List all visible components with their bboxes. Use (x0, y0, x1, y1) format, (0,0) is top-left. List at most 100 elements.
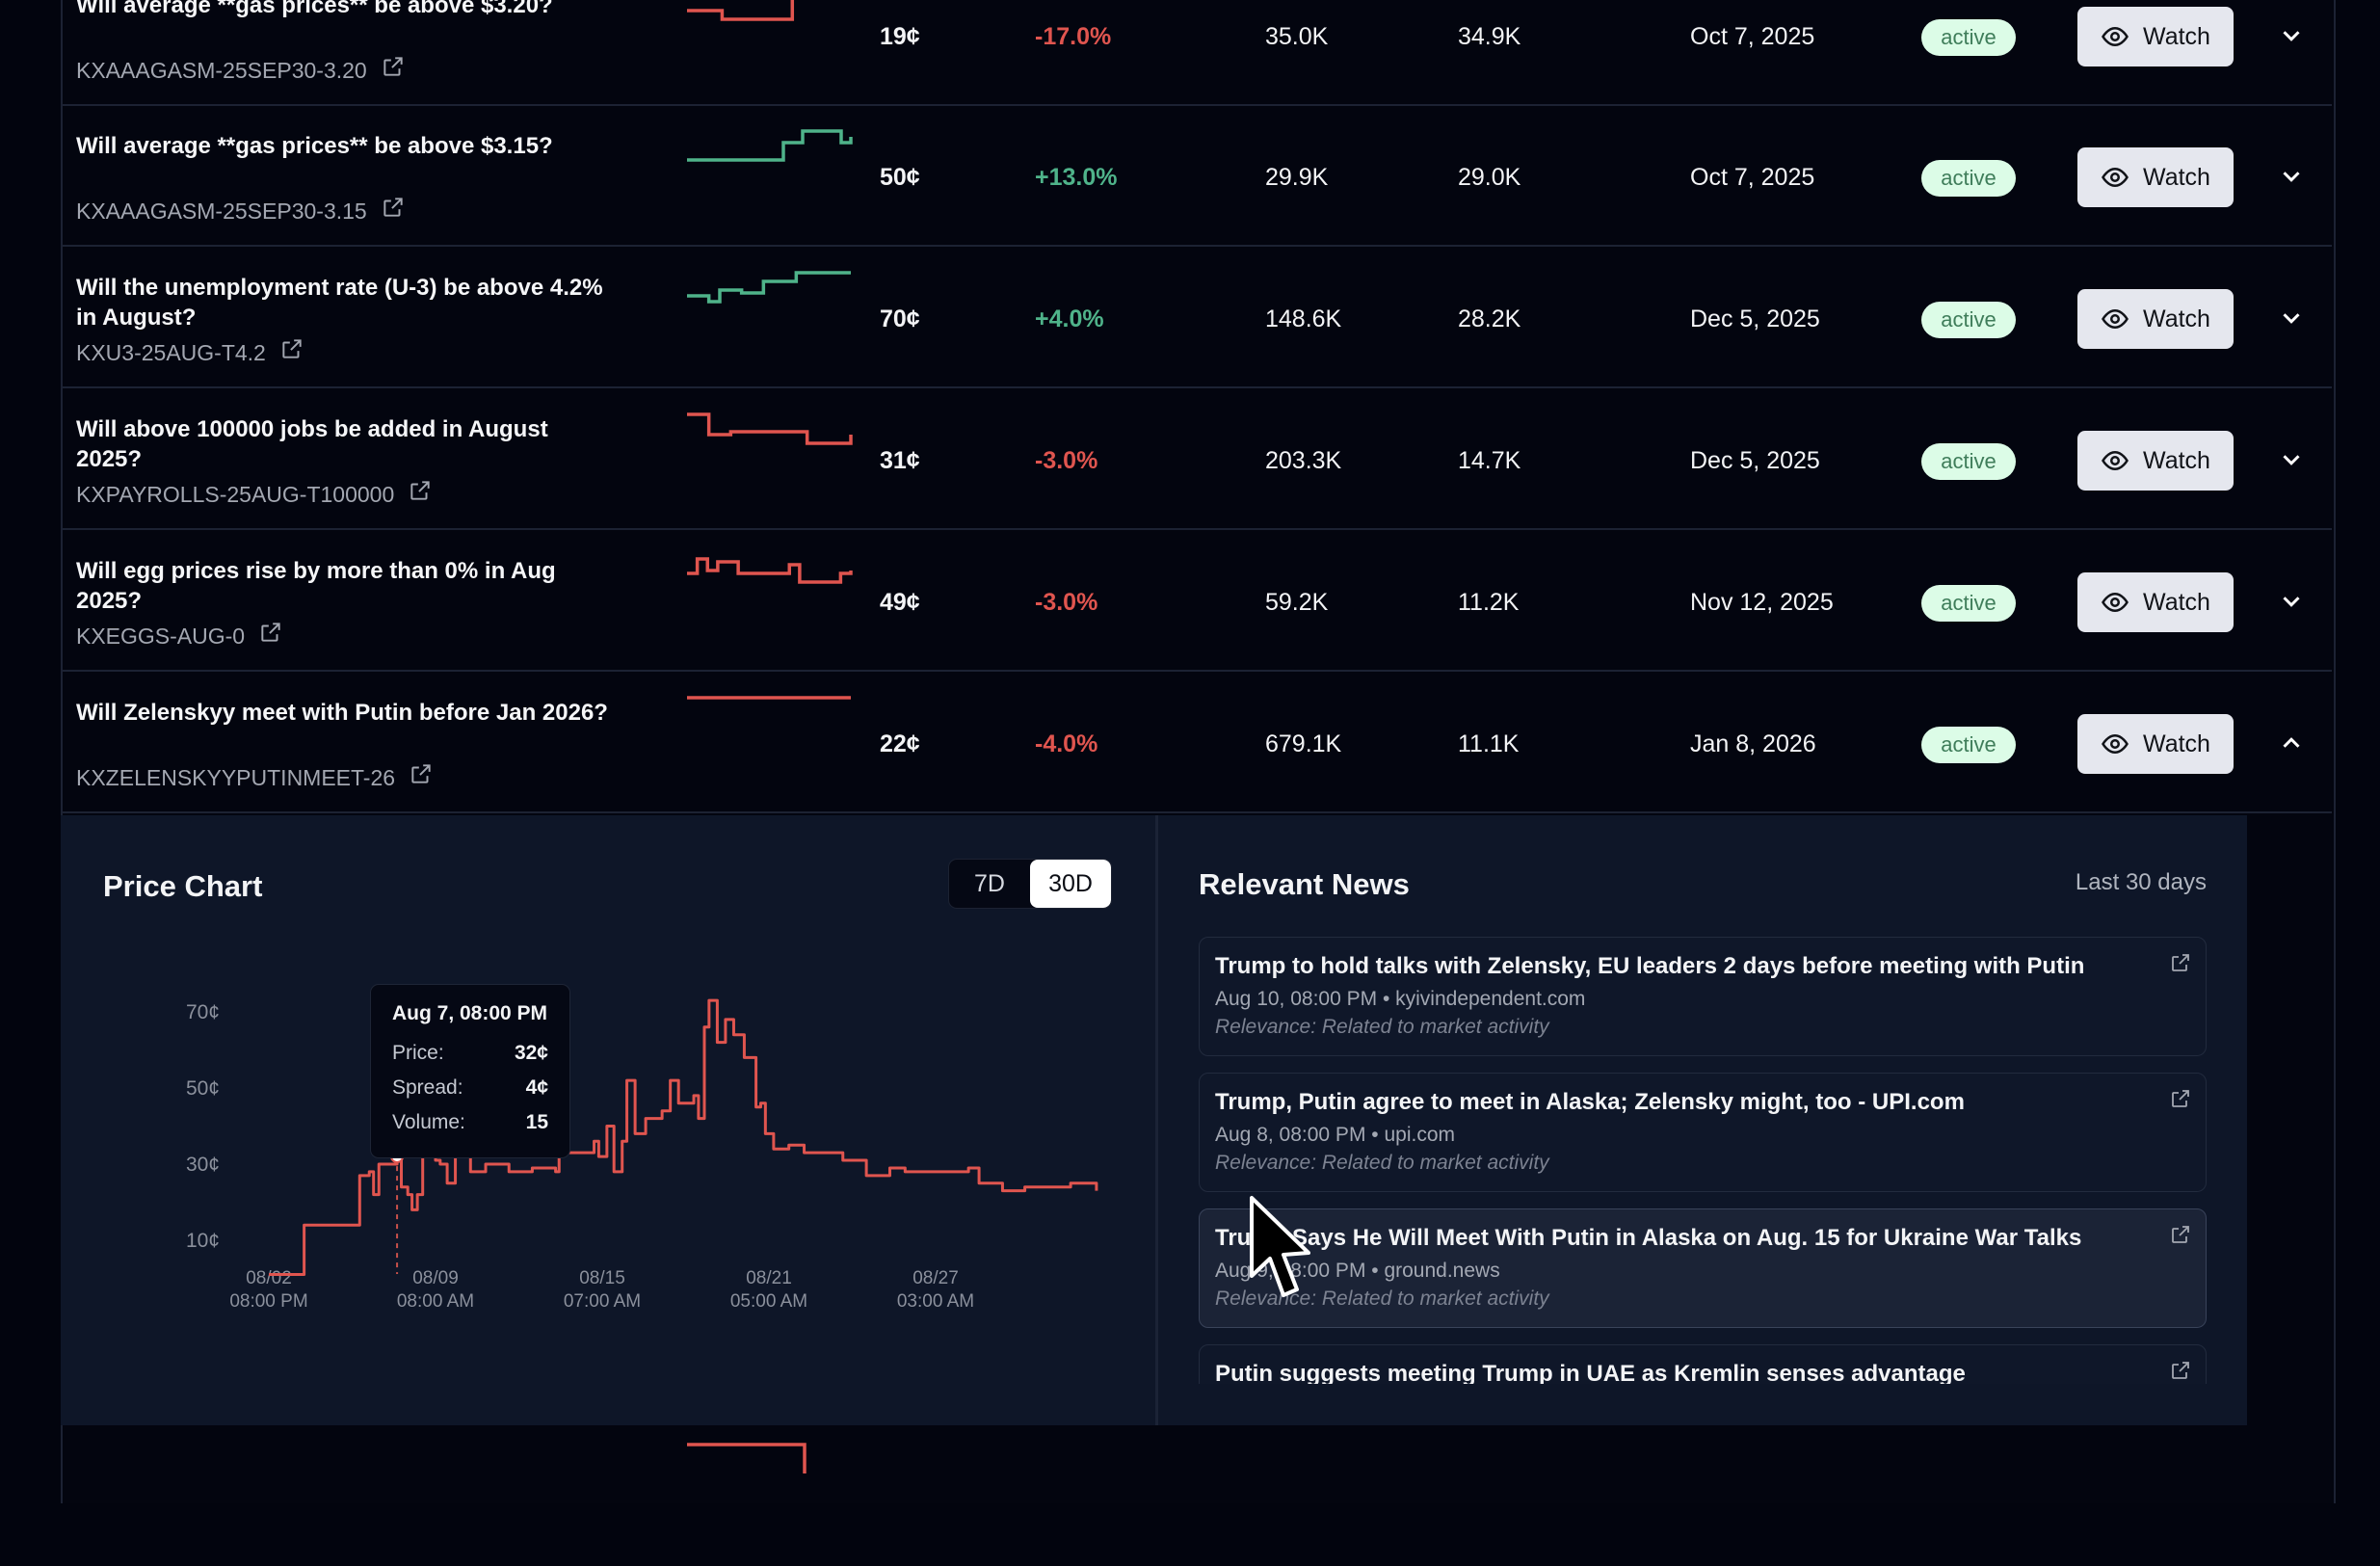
sparkline (687, 129, 853, 162)
market-volume: 679.1K (1265, 730, 1342, 757)
chevron-up-icon[interactable] (2277, 729, 2306, 757)
watch-button[interactable]: Watch (2077, 431, 2234, 491)
tooltip-spread-label: Spread: (392, 1076, 463, 1099)
market-ticker-link[interactable]: KXPAYROLLS-25AUG-T100000 (76, 478, 433, 510)
market-ticker-link[interactable]: KXAAAGASM-25SEP30-3.20 (76, 54, 406, 86)
news-card[interactable]: Trump to hold talks with Zelensky, EU le… (1199, 937, 2207, 1056)
y-tick-label: 50¢ (186, 1077, 220, 1100)
chevron-down-icon[interactable] (2277, 21, 2306, 50)
news-headline[interactable]: Putin suggests meeting Trump in UAE as K… (1215, 1361, 1966, 1384)
price-change: +13.0% (1035, 164, 1118, 191)
market-price: 50¢ (880, 164, 920, 191)
market-volume: 203.3K (1265, 447, 1342, 474)
news-headline[interactable]: Trump to hold talks with Zelensky, EU le… (1215, 953, 2085, 979)
panel-divider (1155, 815, 1158, 1425)
tooltip-spread: 4¢ (525, 1076, 548, 1099)
watch-button[interactable]: Watch (2077, 289, 2234, 349)
news-list[interactable]: Trump to hold talks with Zelensky, EU le… (1199, 937, 2207, 1384)
price-change: -4.0% (1035, 730, 1098, 757)
external-link-icon[interactable] (2169, 1087, 2192, 1110)
y-tick-label: 30¢ (186, 1154, 220, 1176)
market-ticker-link[interactable]: KXAAAGASM-25SEP30-3.15 (76, 195, 406, 226)
watch-button[interactable]: Watch (2077, 572, 2234, 632)
market-title[interactable]: Will average **gas prices** be above $3.… (76, 133, 553, 159)
market-price: 70¢ (880, 305, 920, 332)
ticker-text: KXAAAGASM-25SEP30-3.15 (76, 198, 367, 224)
tooltip-price-label: Price: (392, 1042, 444, 1064)
external-link-icon[interactable] (279, 336, 304, 368)
external-link-icon[interactable] (381, 54, 406, 86)
x-tick-time: 03:00 AM (897, 1291, 974, 1312)
market-row[interactable]: Will average **gas prices** be above $3.… (61, 106, 2332, 247)
sparkline (687, 412, 853, 445)
watch-label: Watch (2143, 588, 2210, 616)
close-date: Dec 5, 2025 (1690, 447, 1820, 474)
market-price: 19¢ (880, 23, 920, 50)
chevron-down-icon[interactable] (2277, 304, 2306, 332)
watch-label: Watch (2143, 163, 2210, 191)
news-headline[interactable]: Trump Says He Will Meet With Putin in Al… (1215, 1225, 2082, 1251)
market-liquidity: 11.1K (1458, 730, 1520, 757)
market-row[interactable]: Will egg prices rise by more than 0% in … (61, 531, 2332, 672)
price-line (269, 998, 1098, 1277)
news-card[interactable]: Trump, Putin agree to meet in Alaska; Ze… (1199, 1073, 2207, 1192)
chevron-down-icon[interactable] (2277, 587, 2306, 616)
watch-label: Watch (2143, 730, 2210, 757)
news-card[interactable]: Trump Says He Will Meet With Putin in Al… (1199, 1208, 2207, 1328)
market-row[interactable]: Will above 100000 jobs be added in Augus… (61, 389, 2332, 530)
external-link-icon[interactable] (2169, 1223, 2192, 1246)
market-ticker-link[interactable]: KXEGGS-AUG-0 (76, 620, 283, 651)
range-7d-button[interactable]: 7D (974, 870, 1005, 897)
x-tick-date: 08/09 (412, 1268, 459, 1288)
price-change: -3.0% (1035, 447, 1098, 474)
market-title[interactable]: Will Zelenskyy meet with Putin before Ja… (76, 700, 608, 726)
ticker-text: KXEGGS-AUG-0 (76, 623, 246, 649)
y-tick-label: 70¢ (186, 1001, 220, 1023)
eye-icon (2101, 730, 2129, 758)
x-tick-date: 08/21 (746, 1268, 792, 1288)
market-ticker-link[interactable]: KXU3-25AUG-T4.2 (76, 336, 304, 368)
x-tick-time: 07:00 AM (564, 1291, 641, 1312)
market-ticker-link[interactable]: KXZELENSKYYPUTINMEET-26 (76, 761, 434, 793)
market-row[interactable]: Will average **gas prices** be above $3.… (61, 0, 2332, 106)
sparkline-line (687, 412, 853, 445)
news-headline[interactable]: Trump, Putin agree to meet in Alaska; Ze… (1215, 1089, 1965, 1115)
external-link-icon[interactable] (381, 195, 406, 226)
sparkline (687, 557, 853, 584)
market-title[interactable]: Will egg prices rise by more than 0% in … (76, 558, 556, 614)
external-link-icon[interactable] (258, 620, 283, 651)
market-row[interactable] (61, 1425, 2332, 1566)
market-volume: 35.0K (1265, 23, 1329, 50)
close-date: Oct 7, 2025 (1690, 23, 1815, 50)
x-tick-date: 08/02 (246, 1268, 292, 1288)
watch-button[interactable]: Watch (2077, 714, 2234, 774)
external-link-icon[interactable] (408, 478, 433, 510)
close-date: Nov 12, 2025 (1690, 589, 1834, 616)
sparkline (687, 0, 795, 21)
watch-button[interactable]: Watch (2077, 7, 2234, 66)
x-tick-time: 08:00 PM (229, 1291, 307, 1312)
status-badge: active (1921, 160, 2016, 197)
market-liquidity: 14.7K (1458, 447, 1521, 474)
news-card[interactable]: Putin suggests meeting Trump in UAE as K… (1199, 1344, 2207, 1384)
market-liquidity: 34.9K (1458, 23, 1521, 50)
price-chart[interactable]: 10¢ 30¢ 50¢ 70¢ 08/02 08:00 PM 08/09 08:00 AM 08… (61, 815, 1155, 1425)
chevron-down-icon[interactable] (2277, 445, 2306, 474)
market-title[interactable]: Will above 100000 jobs be added in Augus… (76, 416, 548, 472)
eye-icon (2101, 163, 2129, 192)
news-meta: Aug 8, 08:00 PM • upi.com (1215, 1124, 1455, 1146)
external-link-icon[interactable] (2169, 1359, 2192, 1382)
market-title[interactable]: Will the unemployment rate (U-3) be abov… (76, 275, 603, 331)
range-30d-button[interactable]: 30D (1030, 860, 1111, 908)
market-liquidity: 11.2K (1458, 589, 1520, 616)
market-row[interactable]: Will the unemployment rate (U-3) be abov… (61, 248, 2332, 388)
watch-button[interactable]: Watch (2077, 147, 2234, 207)
price-change: +4.0% (1035, 305, 1104, 332)
external-link-icon[interactable] (2169, 951, 2192, 974)
market-title[interactable]: Will average **gas prices** be above $3.… (76, 0, 553, 18)
external-link-icon[interactable] (409, 761, 434, 793)
market-row[interactable]: Will Zelenskyy meet with Putin before Ja… (61, 673, 2332, 813)
status-badge: active (1921, 19, 2016, 56)
y-tick-label: 10¢ (186, 1230, 220, 1252)
chevron-down-icon[interactable] (2277, 162, 2306, 191)
